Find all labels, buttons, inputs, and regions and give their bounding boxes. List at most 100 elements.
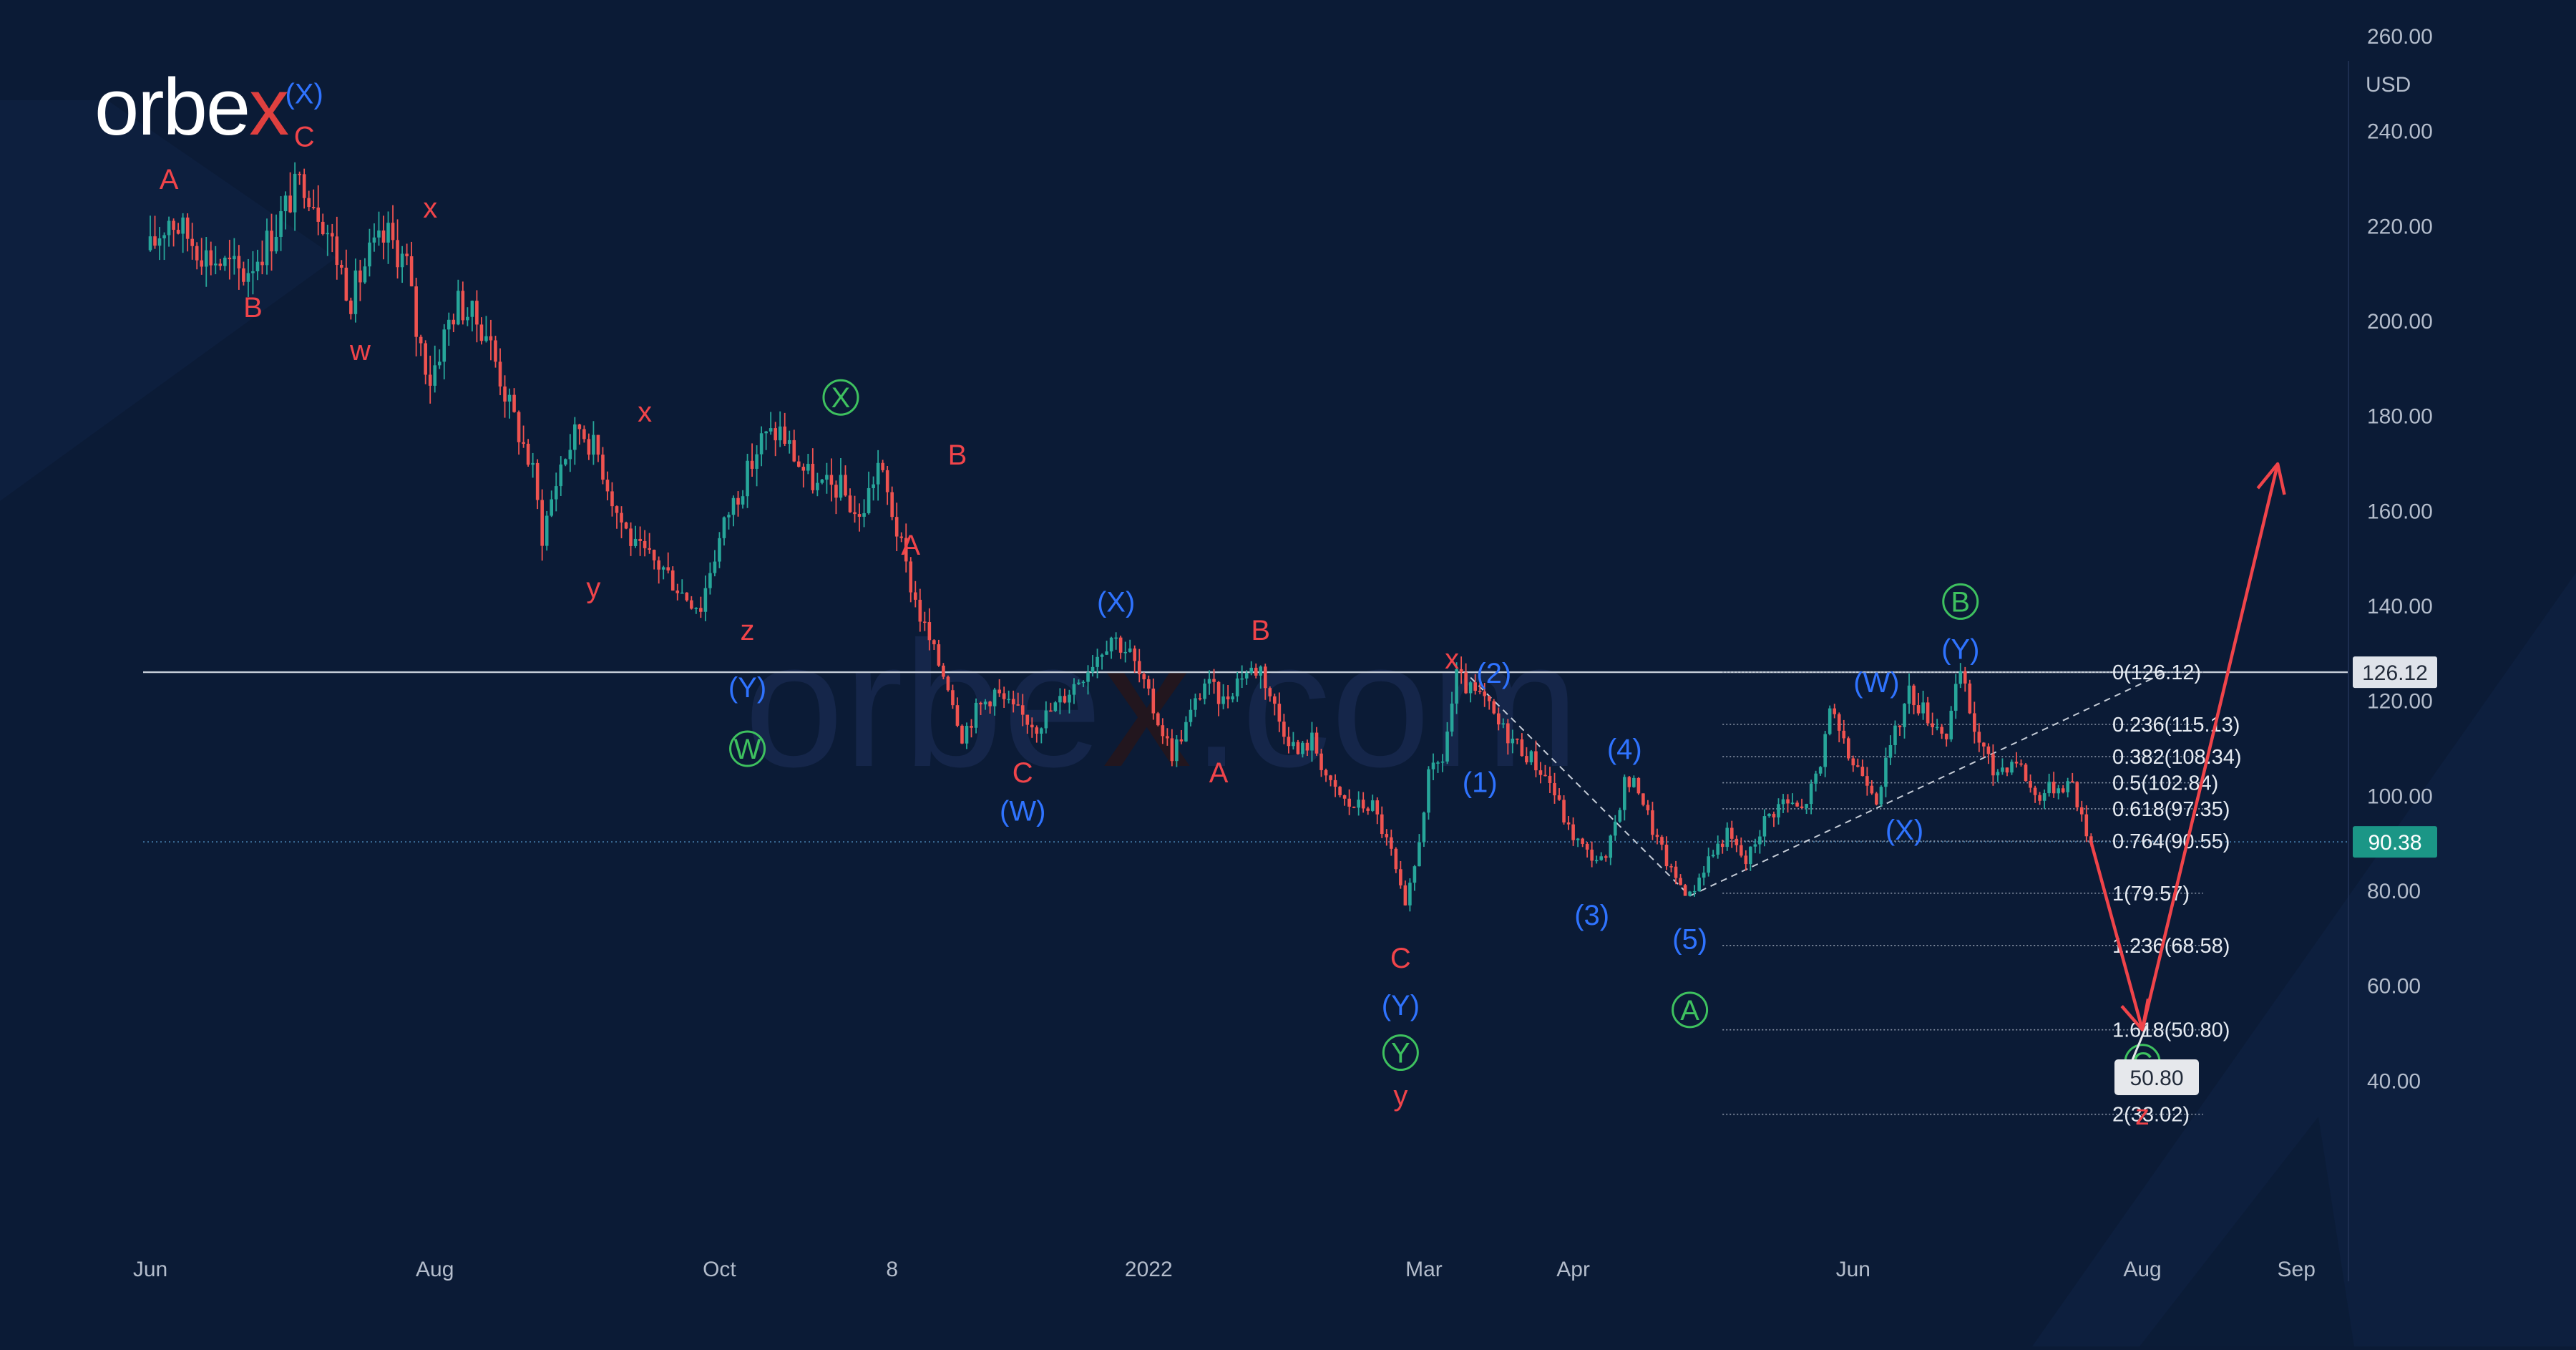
candle-body xyxy=(424,343,427,375)
candle-body xyxy=(1758,836,1762,845)
candle-body xyxy=(494,340,497,362)
fib-level-label: 0.764(90.55) xyxy=(2112,830,2230,853)
candle-body xyxy=(157,238,162,246)
candle-body xyxy=(363,266,367,283)
candle-body xyxy=(2047,782,2051,794)
candle-body xyxy=(932,640,936,645)
candle-body xyxy=(1986,746,1991,754)
y-tick-label: 180.00 xyxy=(2367,405,2433,429)
candle-body xyxy=(605,480,610,492)
candle-body xyxy=(759,433,763,455)
candle-body xyxy=(1207,679,1211,684)
candle-body xyxy=(200,260,204,267)
candle-body xyxy=(1977,732,1981,743)
candle-body xyxy=(722,517,726,538)
candle-body xyxy=(1380,814,1384,835)
candle-body xyxy=(218,263,223,266)
brand-logo[interactable]: orbex xyxy=(94,62,290,152)
candle-body xyxy=(1249,667,1254,673)
candle-body xyxy=(1953,684,1958,711)
candle-body xyxy=(1146,679,1151,689)
candle-body xyxy=(890,492,894,518)
candle-body xyxy=(1594,860,1599,862)
candle-body xyxy=(577,424,582,429)
candle-body xyxy=(554,486,558,500)
candle-body xyxy=(340,265,343,268)
candle-body xyxy=(1669,866,1673,868)
candle-body xyxy=(1958,671,1963,684)
candle-body xyxy=(479,324,484,341)
candle-body xyxy=(1161,725,1165,737)
y-tick-label: 80.00 xyxy=(2367,880,2421,903)
y-tick-label: 100.00 xyxy=(2367,785,2433,808)
wave-label: z xyxy=(741,615,755,646)
candle-body xyxy=(1566,822,1571,825)
candle-body xyxy=(1254,667,1258,676)
candle-body xyxy=(2033,787,2037,795)
candle-body xyxy=(1203,683,1206,699)
candle-body xyxy=(353,270,358,314)
candle-body xyxy=(1786,799,1790,804)
candle-body xyxy=(1516,738,1519,740)
candle-body xyxy=(1212,679,1216,682)
candle-body xyxy=(1123,651,1127,654)
candle-body xyxy=(1940,727,1943,734)
candle-body xyxy=(769,428,773,432)
x-tick-label: Mar xyxy=(1405,1258,1443,1281)
candle-body xyxy=(1492,701,1496,714)
candle-body xyxy=(1543,774,1547,777)
high-price-badge: 126.12 xyxy=(2362,661,2428,685)
candle-body xyxy=(512,394,516,412)
candle-body xyxy=(918,599,922,622)
candle-body xyxy=(2005,767,2009,773)
candle-body xyxy=(2084,814,2089,837)
candle-body xyxy=(1753,844,1757,847)
fibonacci-levels: 0(126.12)0.236(115.13)0.382(108.34)0.5(1… xyxy=(1722,661,2242,1127)
candle-body xyxy=(162,235,166,238)
candle-body xyxy=(1347,798,1351,807)
candle-body xyxy=(568,450,572,460)
candle-body xyxy=(550,499,554,516)
candle-body xyxy=(1888,745,1893,758)
watermark: orbex.com xyxy=(744,604,1579,804)
candle-body xyxy=(1319,753,1323,770)
candle-body xyxy=(1366,808,1370,811)
x-tick-label: 8 xyxy=(886,1258,898,1281)
candle-body xyxy=(349,300,353,314)
candle-body xyxy=(1506,723,1510,744)
candle-body xyxy=(1030,724,1034,728)
y-tick-label: 220.00 xyxy=(2367,215,2433,238)
candle-body xyxy=(2051,782,2056,794)
candle-body xyxy=(1310,732,1314,751)
candle-body xyxy=(2024,764,2028,782)
candle-body xyxy=(988,701,992,706)
candle-body xyxy=(675,591,680,593)
candle-body xyxy=(792,440,796,462)
candle-body xyxy=(190,238,194,246)
wave-label: C xyxy=(294,121,315,152)
candle-body xyxy=(1189,709,1193,722)
candle-body xyxy=(2029,781,2032,788)
wave-label: y xyxy=(1393,1080,1407,1112)
candle-body xyxy=(1118,637,1123,653)
candle-body xyxy=(736,497,740,505)
candle-body xyxy=(1599,856,1604,860)
wave-label: w xyxy=(349,335,371,366)
candle-body xyxy=(1707,856,1710,873)
candle-body xyxy=(1501,723,1506,725)
candle-body xyxy=(1538,770,1543,775)
candle-body xyxy=(750,460,754,469)
candle-body xyxy=(428,374,432,386)
candle-body xyxy=(1534,751,1538,771)
candle-body xyxy=(1394,848,1398,870)
candle-body xyxy=(396,240,399,268)
candle-body xyxy=(265,230,269,266)
candle-body xyxy=(1921,702,1925,714)
high-price-badge-bg xyxy=(2353,656,2437,689)
candle-body xyxy=(368,242,371,267)
candle-body xyxy=(643,540,647,548)
candle-body xyxy=(1641,793,1645,805)
candle-body xyxy=(820,480,824,483)
